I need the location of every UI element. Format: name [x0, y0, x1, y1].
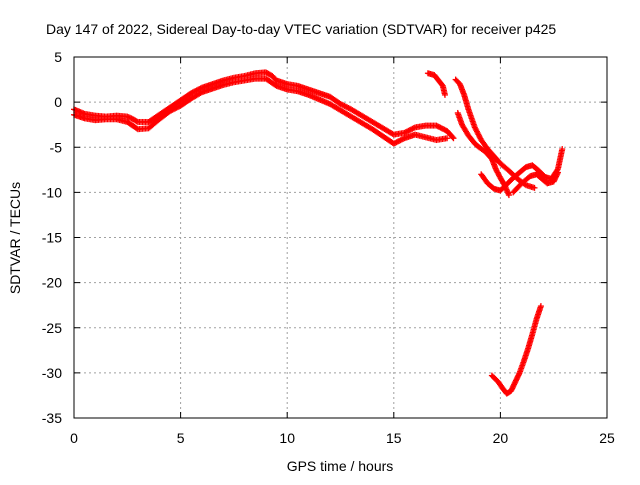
series-lower-loop-2	[510, 169, 561, 196]
x-tick-label: 25	[599, 430, 615, 446]
series-main-track-upper	[71, 69, 457, 142]
chart-title: Day 147 of 2022, Sidereal Day-to-day VTE…	[46, 21, 556, 37]
y-tick-label: -30	[42, 365, 62, 381]
ticks	[73, 56, 608, 419]
x-tick-label: 15	[386, 430, 402, 446]
x-tick-label: 5	[177, 430, 185, 446]
tick-labels: 0 5 10 15 20 25 5 0 -5 -10 -15 -20 -25 -30 -35	[42, 49, 615, 446]
y-tick-label: -5	[50, 139, 63, 155]
y-tick-label: -35	[42, 410, 62, 426]
data-layer	[71, 69, 566, 397]
x-tick-label: 20	[493, 430, 509, 446]
y-tick-label: -20	[42, 275, 62, 291]
y-tick-label: -10	[42, 184, 62, 200]
series-lower-loop	[478, 146, 566, 194]
series-main-track-lower	[71, 75, 451, 147]
y-axis-label: SDTVAR / TECUs	[7, 182, 23, 294]
y-tick-label: -15	[42, 230, 62, 246]
x-tick-label: 10	[279, 430, 295, 446]
x-axis-label: GPS time / hours	[287, 458, 394, 474]
y-tick-label: 0	[54, 94, 62, 110]
series-arc-a	[424, 70, 448, 98]
series-bottom-segment	[488, 303, 544, 397]
y-tick-label: 5	[54, 49, 62, 65]
x-tick-label: 0	[70, 430, 78, 446]
y-tick-label: -25	[42, 320, 62, 336]
